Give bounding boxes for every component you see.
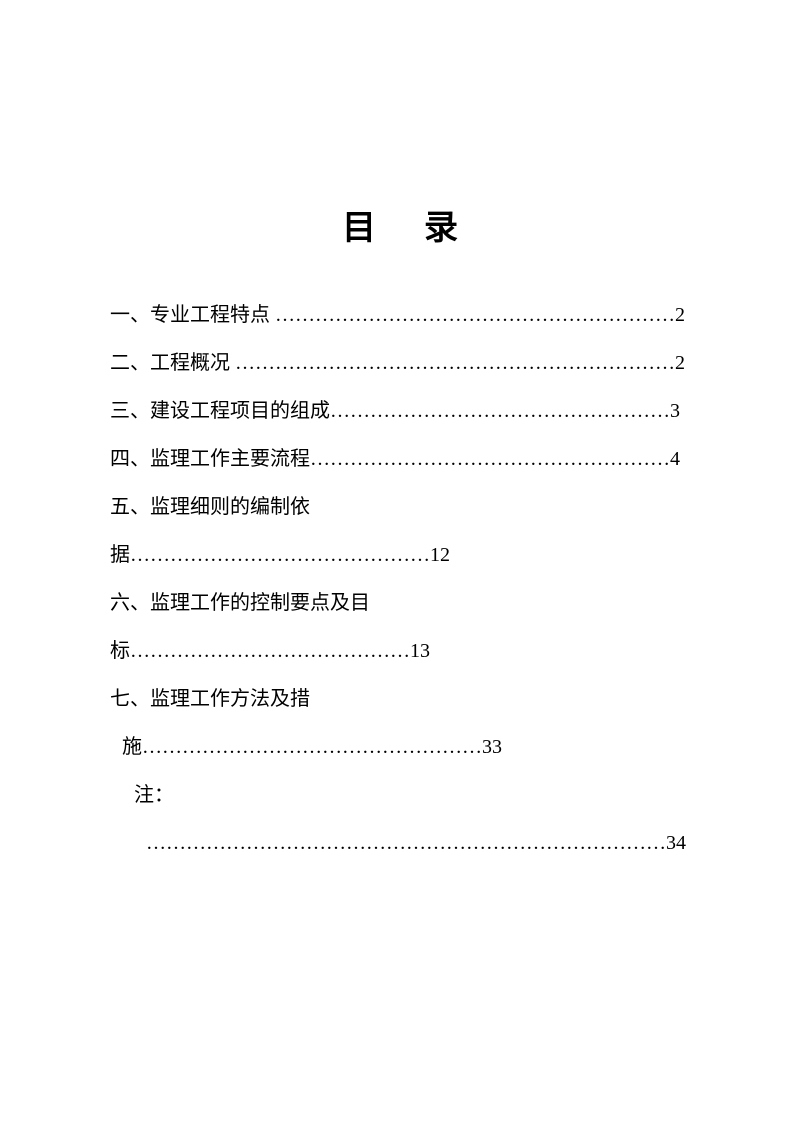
- toc-entry-8a: 注：: [110, 771, 690, 819]
- toc-title: 目录: [110, 200, 690, 249]
- toc-entry-4: 四、监理工作主要流程………………………………………………4: [110, 435, 690, 483]
- toc-entry-6a: 六、监理工作的控制要点及目: [110, 579, 690, 627]
- toc-entry-5b: 据………………………………………12: [110, 531, 690, 579]
- toc-entry-2: 二、工程概况 …………………………………………………………2: [110, 339, 690, 387]
- toc-entry-6b: 标……………………………………13: [110, 627, 690, 675]
- toc-entry-8b: ……………………………………………………………………34: [110, 819, 690, 867]
- toc-entry-7a: 七、监理工作方法及措: [110, 675, 690, 723]
- toc-entry-7b: 施……………………………………………33: [110, 723, 690, 771]
- toc-entry-3: 三、建设工程项目的组成……………………………………………3: [110, 387, 690, 435]
- toc-entry-1: 一、专业工程特点 ……………………………………………………2: [110, 291, 690, 339]
- toc-entry-5a: 五、监理细则的编制依: [110, 483, 690, 531]
